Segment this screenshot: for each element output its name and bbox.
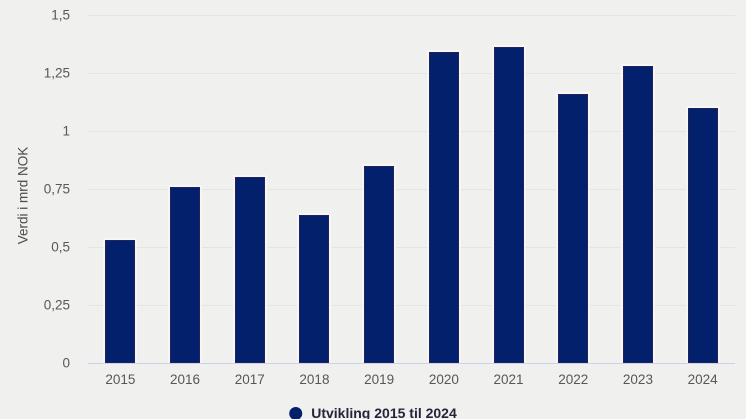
y-tick-label: 1,25 xyxy=(43,65,70,81)
gridline xyxy=(88,15,735,16)
gridline xyxy=(88,189,735,190)
x-tick-label: 2017 xyxy=(234,372,265,387)
gridline xyxy=(88,305,735,306)
bar-2017[interactable] xyxy=(232,175,267,363)
bar-2022[interactable] xyxy=(556,91,591,363)
x-tick-label: 2023 xyxy=(622,372,653,387)
x-tick-label: 2018 xyxy=(299,372,330,387)
gridline xyxy=(88,131,735,132)
bar-2021[interactable] xyxy=(491,45,526,363)
y-tick-label: 0,5 xyxy=(51,239,70,255)
legend[interactable]: Utvikling 2015 til 2024 xyxy=(289,405,457,419)
x-tick-label: 2016 xyxy=(170,372,201,387)
gridline xyxy=(88,247,735,248)
bar-2020[interactable] xyxy=(426,50,461,363)
bar-2024[interactable] xyxy=(685,105,720,363)
x-tick-label: 2019 xyxy=(364,372,395,387)
y-tick-label: 0 xyxy=(62,355,70,371)
x-tick-label: 2022 xyxy=(558,372,589,387)
x-tick-label: 2015 xyxy=(105,372,136,387)
x-tick-label: 2021 xyxy=(493,372,524,387)
y-tick-label: 1 xyxy=(62,123,70,139)
bar-2015[interactable] xyxy=(103,238,138,363)
gridline xyxy=(88,73,735,74)
y-tick-label: 1,5 xyxy=(51,7,70,23)
x-tick-label: 2020 xyxy=(428,372,459,387)
bar-2016[interactable] xyxy=(168,184,203,363)
x-tick-label: 2024 xyxy=(687,372,718,387)
bar-2018[interactable] xyxy=(297,212,332,363)
legend-marker-icon xyxy=(289,406,303,419)
y-tick-label: 0,25 xyxy=(43,297,70,313)
x-axis-line xyxy=(88,363,735,364)
bar-2023[interactable] xyxy=(620,64,655,363)
legend-label: Utvikling 2015 til 2024 xyxy=(311,405,457,419)
y-tick-label: 0,75 xyxy=(43,181,70,197)
bar-2019[interactable] xyxy=(362,163,397,363)
